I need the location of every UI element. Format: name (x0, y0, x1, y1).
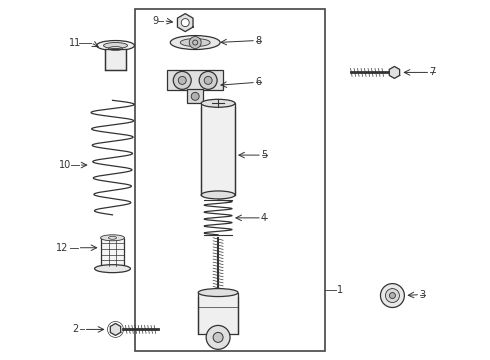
Circle shape (206, 325, 230, 349)
Text: 4: 4 (261, 213, 267, 223)
Polygon shape (177, 14, 193, 32)
Bar (167, 71, 223, 90)
Bar (187, 89, 203, 103)
Polygon shape (110, 323, 121, 336)
Text: 3: 3 (419, 289, 425, 300)
Circle shape (380, 284, 404, 307)
Bar (100, 238, 124, 266)
Text: 2: 2 (73, 324, 79, 334)
Ellipse shape (171, 36, 220, 50)
Ellipse shape (100, 235, 124, 241)
Circle shape (204, 76, 212, 84)
Circle shape (386, 289, 399, 302)
Ellipse shape (95, 265, 130, 273)
Bar (135, 9, 325, 351)
Text: 1: 1 (337, 284, 343, 294)
Circle shape (390, 293, 395, 298)
Text: 12: 12 (56, 243, 68, 253)
Circle shape (178, 76, 186, 84)
Text: 6: 6 (255, 77, 261, 87)
Bar (201, 103, 235, 195)
Text: 8: 8 (255, 36, 261, 46)
Polygon shape (389, 67, 400, 78)
Circle shape (173, 71, 191, 89)
Ellipse shape (201, 99, 235, 107)
Text: 10: 10 (59, 160, 71, 170)
Circle shape (191, 92, 199, 100)
Circle shape (181, 19, 189, 27)
Ellipse shape (97, 41, 134, 50)
Text: 9: 9 (152, 15, 158, 26)
Bar (104, 49, 126, 71)
Bar (198, 293, 238, 334)
Circle shape (199, 71, 217, 89)
Ellipse shape (198, 289, 238, 297)
Ellipse shape (180, 39, 210, 46)
Circle shape (189, 37, 201, 49)
Text: 11: 11 (69, 37, 81, 48)
Circle shape (213, 332, 223, 342)
Text: 7: 7 (429, 67, 436, 77)
Ellipse shape (103, 42, 127, 49)
Ellipse shape (201, 191, 235, 199)
Text: 5: 5 (261, 150, 267, 160)
